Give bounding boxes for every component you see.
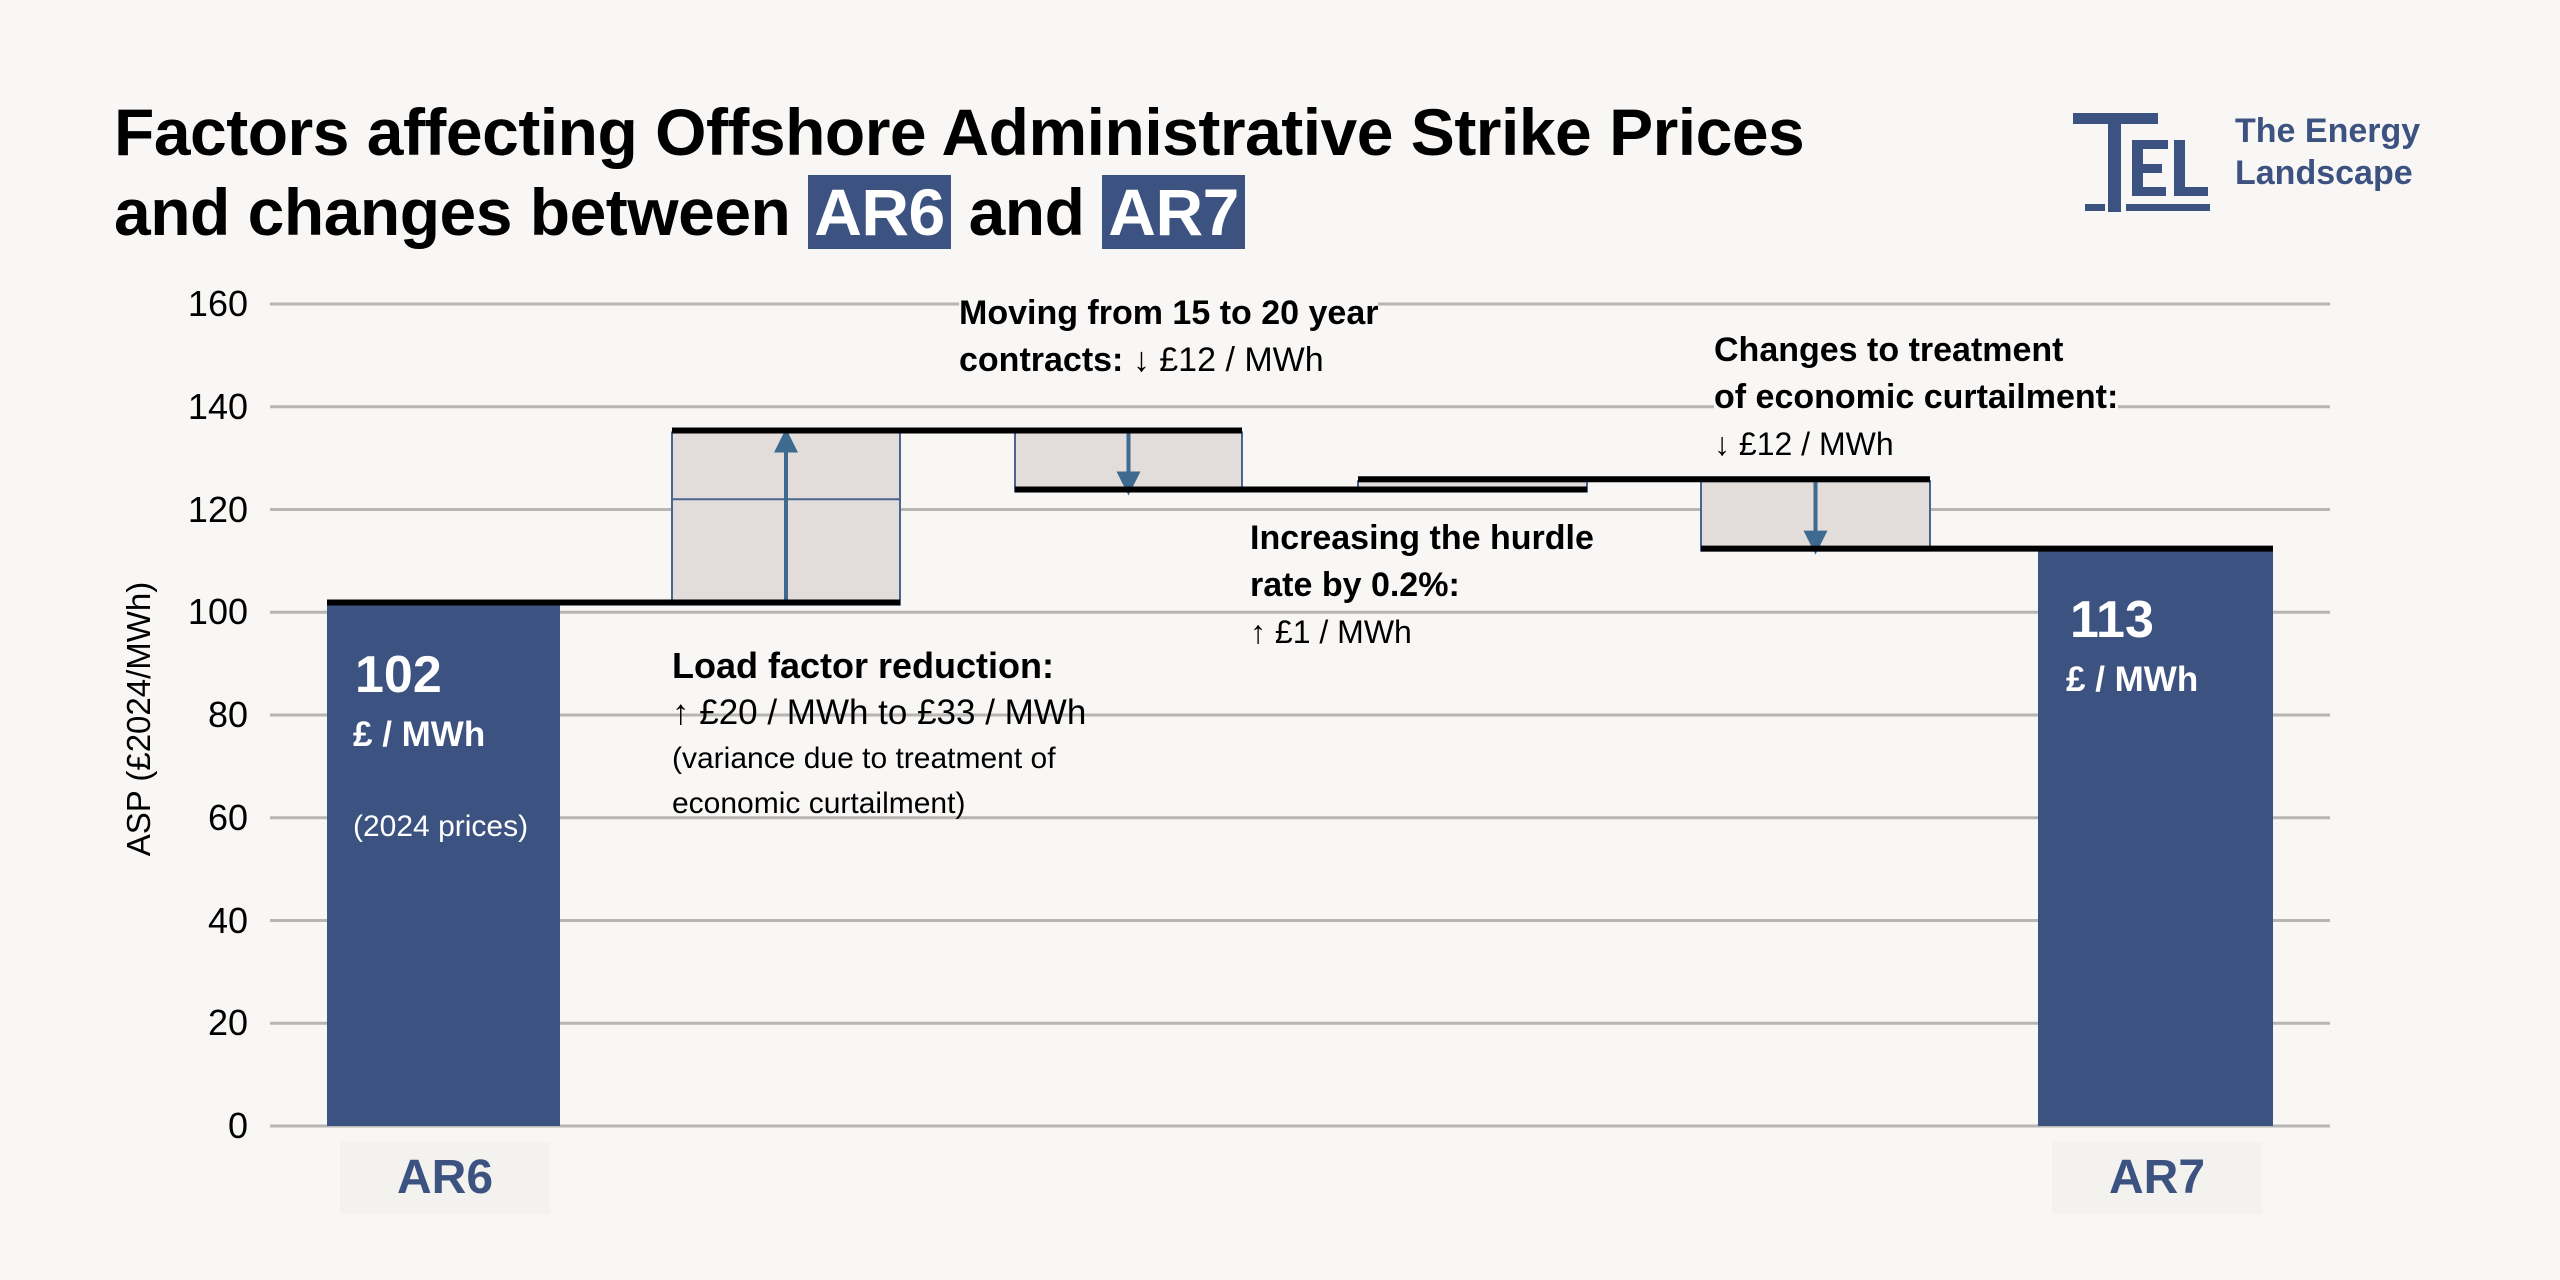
ar7-highlight: AR7 [1102, 175, 1245, 249]
y-tick-label: 140 [187, 385, 248, 427]
annotation-value: ↓ £12 / MWh [1714, 426, 1894, 462]
title-line-1: Factors affecting Offshore Administrativ… [114, 95, 1805, 169]
annotation-title: of economic curtailment: [1714, 378, 2119, 416]
tel-logo-icon [2073, 113, 2210, 212]
bar-ar7 [2038, 550, 2273, 1126]
load-factor-annotation: Load factor reduction: ↑ £20 / MWh to £3… [672, 642, 1086, 826]
annotation-value: ↑ £1 / MWh [1250, 614, 1412, 650]
annotation-title: rate by 0.2%: [1250, 566, 1460, 604]
y-tick-label: 60 [207, 796, 248, 838]
annotation-title: Increasing the hurdle [1250, 519, 1594, 557]
logo-text: The Energy Landscape [2235, 110, 2420, 194]
hurdle-annotation: Increasing the hurdle rate by 0.2%: ↑ £1… [1250, 515, 1594, 656]
y-tick-label: 120 [187, 488, 248, 530]
annotation-note: economic curtailment) [672, 787, 966, 820]
ar6-price-note: (2024 prices) [353, 810, 529, 843]
y-axis-label: ASP (£2024/MWh) [120, 581, 157, 857]
y-tick-label: 40 [207, 899, 248, 941]
ar6-highlight: AR6 [808, 175, 951, 249]
y-tick-label: 80 [207, 694, 248, 735]
ar6-value-label: 102 [355, 646, 442, 704]
annotation-value: ↑ £20 / MWh to £33 / MWh [672, 693, 1087, 732]
y-tick-label: 0 [227, 1105, 248, 1146]
curtailment-annotation: Changes to treatment of economic curtail… [1714, 327, 2119, 468]
y-tick-label: 20 [207, 1002, 248, 1044]
annotation-title: Moving from 15 to 20 year [959, 294, 1379, 332]
contracts-annotation: Moving from 15 to 20 year contracts: ↓ £… [959, 290, 1379, 384]
annotation-note: (variance due to treatment of [672, 742, 1056, 775]
title-text: and [968, 175, 1085, 249]
title-line-2: and changes between AR6 and AR7 [114, 172, 1804, 252]
bar-ar6 [327, 604, 560, 1126]
annotation-title: contracts: [959, 341, 1124, 379]
chart-title: Factors affecting Offshore Administrativ… [114, 92, 1805, 252]
category-label-ar7: AR7 [2052, 1142, 2262, 1214]
ar6-unit-label: £ / MWh [353, 715, 486, 754]
ar7-value-label: 113 [2070, 591, 2154, 649]
logo-line-2: Landscape [2235, 154, 2413, 192]
y-tick-label: 160 [187, 283, 248, 324]
logo-line-1: The Energy [2235, 112, 2421, 150]
annotation-value: ↓ £12 / MWh [1123, 341, 1324, 379]
category-label-ar6: AR6 [340, 1142, 550, 1214]
annotation-title: Changes to treatment [1714, 331, 2064, 369]
ar7-unit-label: £ / MWh [2066, 660, 2199, 699]
title-text: and changes between [114, 175, 791, 249]
annotation-title: Load factor reduction: [672, 645, 1055, 686]
y-tick-label: 100 [187, 591, 248, 633]
